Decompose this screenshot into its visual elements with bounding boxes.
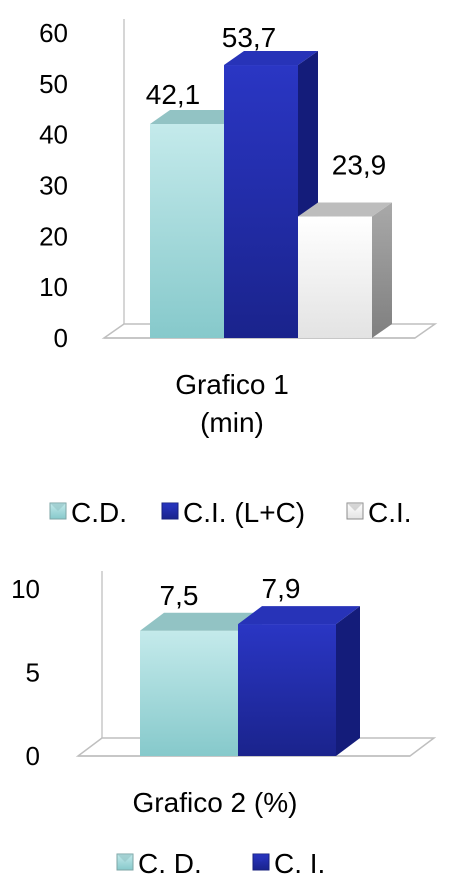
y-tick-label: 10 [11, 574, 40, 604]
category-label: Grafico 1 [175, 369, 289, 400]
y-tick-label: 50 [39, 69, 68, 99]
bar-c-i- [238, 606, 360, 756]
data-label: 53,7 [222, 22, 277, 53]
bar-front [150, 123, 224, 338]
y-tick-label: 0 [26, 741, 40, 771]
legend-swatch-bevel [347, 503, 363, 511]
y-tick-label: 5 [26, 658, 40, 688]
chart-1: 0 10 20 30 40 50 60 42,1 53,7 23,9 Grafico 1 (min) C… [39, 18, 438, 528]
bar-side [372, 202, 392, 338]
bar-front [238, 624, 336, 756]
legend-label: C.I. [368, 497, 412, 528]
legend-swatch-bevel [162, 503, 178, 511]
bar-top [238, 606, 360, 625]
bar-front [298, 216, 372, 338]
legend-label: C.D. [71, 497, 127, 528]
legend-label: C. D. [138, 848, 202, 879]
chart-2: 0 5 10 7,5 7,9 Grafico 2 (%) C. D. C. I. [11, 571, 437, 879]
bar-top [140, 612, 262, 631]
bar-top [224, 51, 318, 66]
legend-item: C. I. [252, 848, 325, 879]
y-tick-label: 10 [39, 272, 68, 302]
category-label: Grafico 2 (%) [133, 787, 298, 818]
legend-item: C.I. [346, 497, 412, 528]
legend-swatch-bevel [253, 854, 269, 862]
bar-top [150, 109, 244, 124]
bar-front [224, 65, 298, 339]
legend-item: C.I. (L+C) [161, 497, 305, 528]
bar-top [298, 202, 392, 217]
legend-item: C.D. [49, 497, 127, 528]
data-label: 23,9 [332, 150, 387, 181]
bar-front [140, 630, 238, 756]
y-tick-label: 20 [39, 221, 68, 251]
legend-swatch-bevel [117, 854, 133, 862]
data-label: 7,5 [160, 580, 199, 611]
legend-swatch-bevel [50, 503, 66, 511]
legend-label: C.I. (L+C) [183, 497, 305, 528]
data-label: 7,9 [262, 573, 301, 604]
y-tick-label: 30 [39, 171, 68, 201]
y-tick-label: 0 [54, 323, 68, 353]
legend-item: C. D. [116, 848, 202, 879]
category-label: (min) [200, 407, 264, 438]
data-label: 42,1 [146, 79, 201, 110]
y-tick-label: 40 [39, 120, 68, 150]
bar-side [336, 606, 360, 756]
legend-label: C. I. [274, 848, 325, 879]
y-tick-label: 60 [39, 18, 68, 48]
bar-c-i-l-c- [224, 51, 318, 339]
bar-c-i- [298, 202, 392, 338]
